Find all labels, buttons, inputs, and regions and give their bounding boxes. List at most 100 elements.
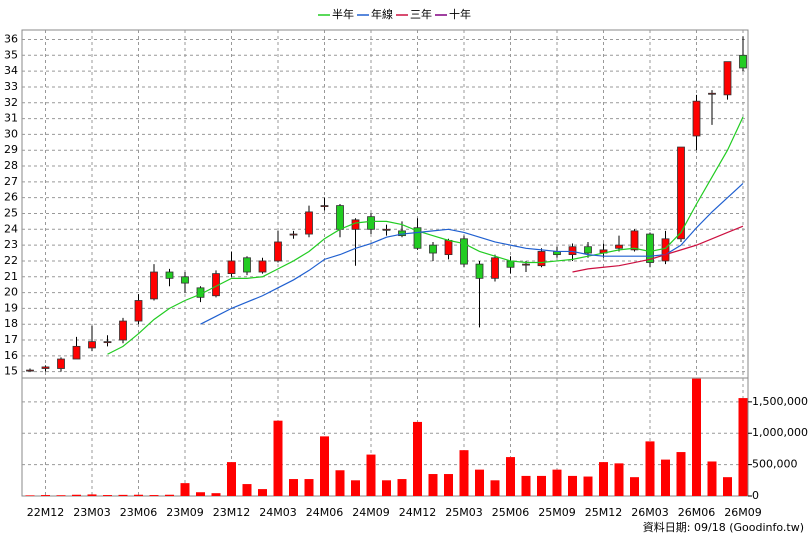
volume-bar	[41, 495, 50, 496]
candle-body	[444, 239, 453, 256]
y-tick-label: 22	[4, 254, 18, 267]
y-tick-label: 29	[4, 143, 18, 156]
candle-body	[708, 92, 716, 95]
volume-bar	[692, 378, 701, 496]
y-tick-label: 20	[4, 286, 18, 299]
candle-body	[646, 233, 654, 263]
y-tick-label: 27	[4, 175, 18, 188]
candle-body	[119, 320, 127, 341]
y-tick-label: 31	[4, 112, 18, 125]
candle-body	[103, 341, 112, 344]
volume-bar	[289, 479, 298, 496]
volume-bar	[180, 483, 190, 496]
volume-bar	[506, 457, 515, 496]
candle-body	[243, 257, 251, 273]
volume-bar	[552, 469, 562, 496]
volume-bar	[118, 494, 128, 496]
x-tick-label: 23M12	[213, 506, 251, 519]
volume-bar	[599, 462, 608, 496]
candle-body	[723, 61, 732, 96]
y-tick-label: 23	[4, 238, 18, 251]
volume-bar	[413, 421, 422, 496]
y-tick-label: 26	[4, 191, 18, 204]
candle-body	[336, 205, 344, 230]
volume-bar	[568, 475, 577, 496]
legend-label: 三年	[410, 7, 432, 21]
volume-bar	[335, 470, 345, 496]
volume-bar	[273, 420, 283, 496]
candle-body	[491, 257, 499, 279]
y-tick-label: 24	[4, 222, 18, 235]
candle-body	[72, 345, 81, 360]
ma-line	[572, 225, 744, 273]
candle-body	[692, 100, 701, 137]
candle-body	[584, 246, 592, 254]
volume-bar	[304, 479, 314, 496]
candle-body	[26, 369, 34, 372]
volume-bar	[661, 459, 670, 496]
x-tick-label: 26M03	[631, 506, 669, 519]
y2-tick-label: 1,500,000	[752, 395, 808, 408]
volume-bar	[211, 493, 221, 496]
volume-bar	[242, 484, 252, 496]
candle-body	[258, 260, 267, 273]
volume-bar	[149, 495, 159, 496]
volume-bar	[103, 495, 112, 496]
y-tick-label: 30	[4, 127, 18, 140]
y-tick-label: 17	[4, 333, 18, 346]
y2-tick-label: 0	[752, 489, 759, 502]
x-tick-label: 26M09	[724, 506, 762, 519]
x-tick-label: 25M06	[492, 506, 530, 519]
volume-bar	[583, 476, 593, 496]
candle-body	[615, 244, 623, 249]
volume-bar	[738, 398, 748, 496]
x-tick-label: 23M03	[73, 506, 111, 519]
y-tick-label: 32	[4, 96, 18, 109]
volume-bar	[490, 480, 500, 496]
candle-body	[522, 263, 530, 266]
candle-body	[677, 146, 685, 240]
candle-body	[506, 260, 515, 268]
volume-bar	[459, 450, 469, 496]
candle-body	[460, 238, 468, 265]
legend-label: 年線	[371, 7, 393, 21]
ma-line	[107, 116, 744, 355]
y-tick-label: 34	[4, 64, 18, 77]
y2-tick-label: 1,000,000	[752, 426, 808, 439]
volume-bar	[25, 495, 35, 496]
candle-body	[289, 233, 298, 236]
candle-body	[134, 300, 143, 322]
y-tick-label: 36	[4, 32, 18, 45]
y-tick-label: 25	[4, 206, 18, 219]
volume-bar	[630, 477, 639, 496]
x-tick-label: 25M03	[445, 506, 483, 519]
volume-bar	[72, 494, 81, 496]
candle-body	[568, 246, 577, 256]
candle-body	[661, 238, 670, 262]
volume-bar	[428, 474, 438, 496]
candle-body	[227, 260, 236, 275]
y-tick-label: 35	[4, 48, 18, 61]
y2-tick-label: 500,000	[752, 458, 798, 471]
y-tick-label: 33	[4, 80, 18, 93]
candle-body	[57, 358, 65, 369]
volume-bar	[645, 441, 655, 496]
y-tick-label: 15	[4, 365, 18, 378]
volume-bar	[227, 462, 236, 496]
candle-body	[739, 54, 747, 69]
x-tick-label: 26M06	[678, 506, 716, 519]
x-tick-label: 24M03	[259, 506, 297, 519]
volume-bar	[676, 452, 686, 496]
candle-body	[367, 216, 375, 230]
volume-bar	[723, 477, 732, 496]
volume-bar	[397, 479, 407, 496]
candle-body	[429, 244, 437, 254]
candle-body	[88, 341, 96, 349]
x-tick-label: 25M12	[585, 506, 623, 519]
volume-bar	[134, 494, 143, 496]
volume-bar	[87, 494, 97, 496]
volume-bar	[537, 475, 546, 496]
candle-body	[537, 251, 546, 267]
x-tick-label: 24M09	[352, 506, 390, 519]
